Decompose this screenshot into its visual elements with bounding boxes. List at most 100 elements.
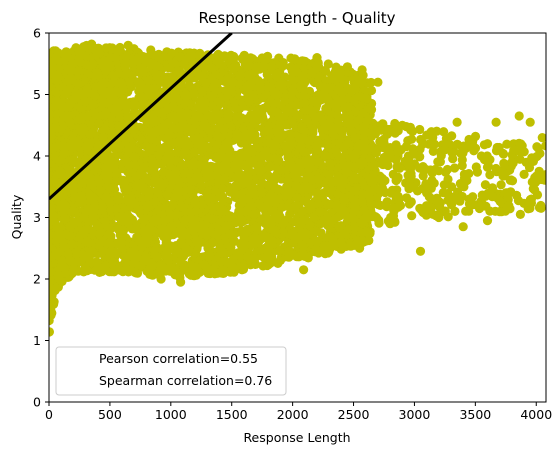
data-point (251, 222, 261, 233)
data-point (258, 93, 268, 103)
data-point (110, 157, 121, 167)
data-point (134, 80, 144, 90)
data-point (246, 53, 256, 63)
data-point (128, 58, 138, 68)
data-point (289, 55, 299, 65)
data-point (239, 262, 249, 272)
data-point (230, 98, 240, 108)
data-point (215, 225, 225, 236)
data-point (222, 221, 232, 231)
data-point (56, 155, 66, 165)
data-point (104, 60, 114, 70)
data-point (320, 66, 331, 76)
data-point (301, 114, 311, 124)
data-point (313, 112, 324, 122)
data-point (315, 207, 325, 217)
data-point (285, 135, 295, 145)
data-point (320, 241, 330, 251)
data-point (265, 258, 275, 268)
data-point (84, 138, 95, 148)
data-point (167, 48, 177, 58)
data-point (55, 166, 65, 176)
data-point (88, 99, 98, 110)
data-point (292, 193, 302, 203)
data-point (335, 125, 345, 135)
data-point (259, 62, 269, 73)
data-point (237, 198, 247, 208)
data-point (190, 147, 200, 157)
data-point (135, 207, 145, 217)
data-point (174, 66, 184, 76)
data-point (150, 245, 160, 255)
data-point (205, 250, 215, 261)
data-point (246, 78, 256, 88)
data-point (114, 192, 124, 202)
data-point (277, 202, 287, 212)
data-point (74, 138, 84, 148)
data-point (271, 107, 282, 117)
data-point (311, 226, 321, 236)
data-point (110, 144, 120, 154)
data-point (77, 229, 87, 239)
data-point (263, 171, 273, 181)
data-point (285, 107, 295, 117)
data-point (128, 198, 138, 208)
data-point (288, 86, 298, 96)
data-point (366, 77, 376, 88)
data-point (313, 157, 323, 167)
data-point (336, 221, 346, 231)
data-point (248, 184, 258, 194)
data-point (67, 220, 77, 230)
data-point (223, 113, 233, 123)
data-point (225, 229, 235, 239)
data-point (335, 210, 346, 221)
data-point (167, 72, 177, 82)
data-point (203, 264, 213, 274)
data-point (49, 184, 55, 194)
data-point (253, 143, 264, 153)
data-point (320, 150, 330, 161)
data-point (272, 194, 282, 204)
data-point (262, 69, 272, 80)
data-point (231, 181, 241, 191)
data-point (170, 88, 180, 98)
data-point (58, 140, 68, 150)
chart-title: Response Length - Quality (198, 9, 395, 27)
data-point (184, 52, 194, 63)
data-point (264, 153, 274, 163)
data-point (73, 78, 83, 89)
data-point (49, 310, 56, 320)
data-point (132, 250, 142, 261)
data-point (121, 52, 131, 62)
data-point (156, 159, 167, 169)
data-point (191, 262, 201, 272)
data-point (102, 156, 112, 166)
data-point (52, 76, 63, 86)
data-point (243, 113, 253, 123)
data-point (67, 206, 77, 216)
data-point (239, 232, 249, 242)
data-point (161, 237, 171, 247)
data-point (266, 217, 276, 227)
data-point (278, 219, 288, 229)
data-point (235, 72, 245, 82)
data-point (161, 62, 171, 72)
data-point (163, 150, 173, 160)
data-point (332, 110, 342, 120)
data-point (282, 147, 292, 157)
data-point (90, 265, 100, 275)
data-point (108, 257, 118, 267)
data-point (129, 152, 139, 162)
data-point (166, 222, 176, 232)
data-point (125, 142, 136, 152)
data-point (184, 140, 194, 150)
data-point (180, 90, 190, 100)
data-point (196, 95, 206, 105)
data-point (202, 188, 212, 198)
data-point (146, 83, 156, 94)
data-point (49, 277, 55, 287)
data-point (224, 258, 234, 268)
data-point (112, 46, 123, 56)
data-point (61, 201, 71, 211)
